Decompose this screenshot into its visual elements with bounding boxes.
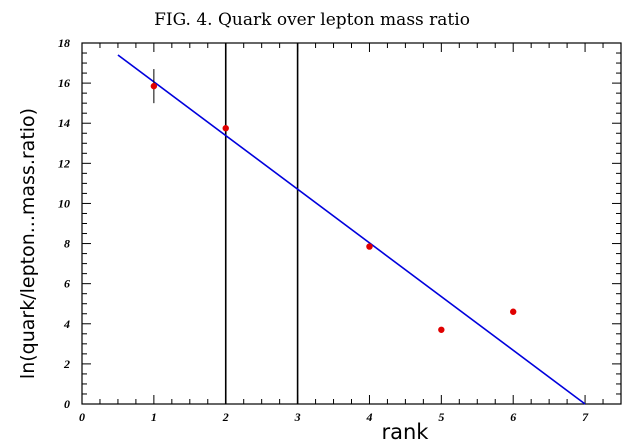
- x-tick-label: 6: [510, 410, 516, 424]
- data-point: [510, 308, 517, 315]
- data-point: [150, 82, 158, 90]
- x-tick-label: 2: [222, 410, 229, 424]
- y-tick-label: 2: [63, 357, 70, 371]
- data-point: [222, 125, 229, 132]
- data-point: [438, 326, 445, 333]
- x-tick-label: 3: [294, 410, 301, 424]
- x-tick-label: 0: [79, 410, 85, 424]
- y-tick-label: 16: [58, 76, 70, 90]
- plot-frame: [81, 42, 622, 405]
- vertical-reference-lines: [224, 43, 299, 404]
- y-tick-label: 0: [64, 397, 70, 411]
- data-points: [150, 69, 517, 333]
- axis-ticks: [81, 42, 622, 405]
- y-tick-label: 6: [64, 277, 70, 291]
- x-axis-label: rank: [382, 420, 430, 443]
- y-tick-label: 18: [58, 36, 70, 50]
- x-tick-label: 4: [365, 410, 372, 424]
- data-point: [366, 243, 373, 250]
- chart-title: FIG. 4. Quark over lepton mass ratio: [154, 10, 470, 30]
- y-tick-label: 12: [58, 156, 70, 170]
- x-tick-label: 1: [151, 410, 157, 424]
- y-tick-label: 4: [63, 317, 70, 331]
- y-axis-label: ln(quark/lepton...mass.ratio): [17, 108, 39, 379]
- fit-line: [117, 54, 586, 405]
- x-tick-label: 5: [438, 410, 444, 424]
- x-tick-label: 7: [582, 410, 589, 424]
- y-tick-label: 14: [58, 116, 70, 130]
- y-tick-label: 10: [58, 196, 70, 210]
- y-tick-label: 8: [64, 237, 70, 251]
